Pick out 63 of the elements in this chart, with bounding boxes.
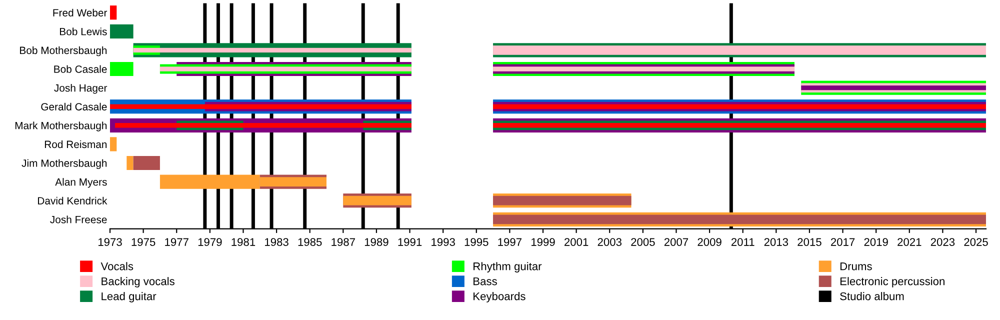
bar — [110, 137, 117, 152]
x-tick-label: 1979 — [198, 238, 222, 246]
bar — [110, 62, 134, 76]
legend-label: Studio album — [840, 292, 904, 300]
x-tick-label: 2017 — [830, 238, 855, 246]
x-tick-label: 2025 — [964, 238, 988, 246]
y-tick-label: Jim Mothersbaugh — [22, 159, 107, 169]
bar — [114, 123, 412, 128]
bar — [493, 214, 986, 224]
legend-label: Drums — [840, 262, 872, 270]
y-tick-label: Fred Weber — [53, 8, 108, 16]
bar — [110, 24, 134, 38]
x-tick-label: 1999 — [531, 238, 555, 246]
legend-label: Keyboards — [474, 292, 526, 302]
x-tick-label: 1995 — [464, 238, 488, 246]
x-tick-label: 1997 — [498, 238, 522, 246]
bar — [133, 156, 160, 170]
x-tick-label: 1975 — [132, 238, 156, 246]
bar — [126, 156, 134, 170]
x-tick-label: 2021 — [898, 238, 922, 246]
x-tick-label: 2007 — [664, 238, 688, 246]
bar — [343, 196, 412, 206]
x-tick-label: 1985 — [298, 238, 322, 246]
legend-label: Vocals — [100, 262, 134, 270]
y-tick-label: Bob Casale — [54, 65, 107, 73]
x-tick-label: 1989 — [364, 238, 388, 246]
y-tick-label: Gerald Casale — [41, 102, 107, 110]
bar — [133, 48, 412, 53]
x-tick-label: 2015 — [798, 238, 822, 246]
y-tick-label: Mark Mothersbaugh — [15, 122, 107, 132]
x-tick-label: 2023 — [930, 238, 955, 246]
x-tick-label: 2013 — [764, 238, 788, 246]
x-tick-label: 1973 — [98, 238, 122, 246]
x-tick-label: 2003 — [598, 238, 622, 246]
x-tick-label: 1993 — [432, 238, 455, 246]
bar — [493, 123, 986, 128]
bar — [110, 6, 117, 20]
bar — [493, 104, 986, 109]
x-tick-label: 2019 — [864, 238, 888, 246]
x-tick-label: 1977 — [165, 238, 188, 246]
y-tick-label: Alan Myers — [55, 178, 107, 188]
x-tick-label: 1981 — [232, 238, 256, 246]
y-tick-label: Rod Reisman — [44, 140, 107, 148]
x-tick-label: 1987 — [332, 238, 355, 246]
bar — [160, 66, 412, 72]
x-tick-label: 1983 — [265, 238, 288, 246]
x-tick-label: 2001 — [564, 238, 588, 246]
x-tick-label: 1991 — [398, 238, 422, 246]
legend-label: Bass — [474, 277, 497, 286]
x-tick-label: 2005 — [631, 238, 655, 246]
bar — [110, 104, 412, 109]
y-tick-label: Josh Freese — [50, 216, 107, 224]
y-tick-label: Bob Mothersbaugh — [20, 46, 107, 56]
bar — [493, 196, 632, 206]
y-tick-label: David Kendrick — [38, 196, 108, 204]
x-tick-label: 2009 — [698, 238, 722, 246]
legend-label: Electronic percussion — [840, 277, 944, 288]
y-tick-label: Josh Hager — [54, 84, 108, 94]
legend-label: Rhythm guitar — [474, 262, 542, 272]
legend-label: Lead guitar — [102, 292, 156, 302]
y-tick-label: Bob Lewis — [60, 28, 107, 36]
x-tick-label: 2011 — [731, 238, 754, 246]
legend-label: Backing vocals — [102, 277, 174, 288]
